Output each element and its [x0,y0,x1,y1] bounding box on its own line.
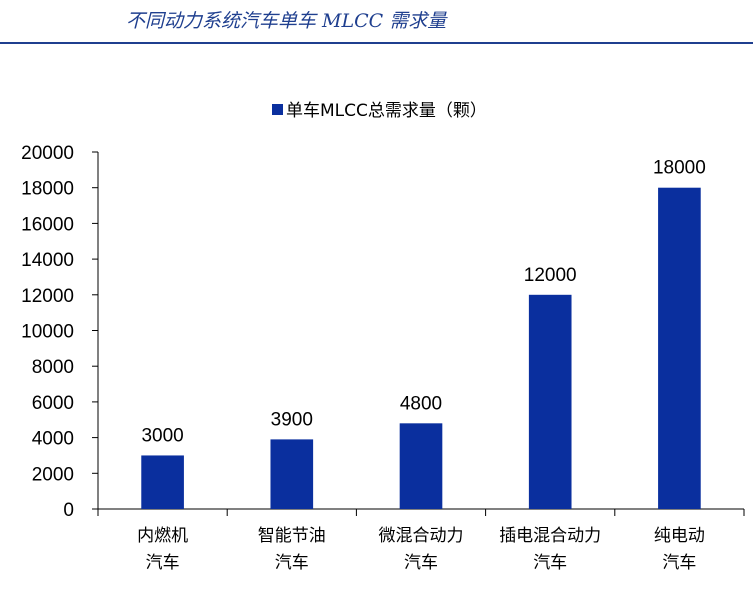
y-tick-label: 8000 [32,357,74,378]
bar [399,423,443,509]
page-title: 不同动力系统汽车单车 MLCC 需求量 [126,10,447,32]
data-label: 18000 [653,158,706,179]
x-tick-label: 微混合动力 [379,526,464,546]
data-label: 3900 [271,409,313,430]
y-tick-label: 14000 [21,250,74,271]
y-tick-label: 12000 [21,286,74,307]
y-tick-label: 2000 [32,464,74,485]
bar [528,294,572,509]
data-label: 3000 [141,425,183,446]
y-tick-label: 18000 [21,179,74,200]
y-axis: 0 2000 4000 6000 8000 10000 12000 14000 16000 180… [21,143,99,521]
y-tick-label: 16000 [21,214,74,235]
x-axis [97,508,745,516]
y-tick-label: 20000 [21,143,74,164]
x-tick-label: 汽车 [146,553,180,573]
bar [270,439,314,509]
x-tick-label: 汽车 [404,553,438,573]
y-tick-label: 6000 [32,393,74,414]
x-tick-label: 汽车 [533,553,567,573]
legend-label: 单车MLCC总需求量（颗） [286,101,487,121]
data-label: 4800 [400,393,442,414]
x-tick-label: 插电混合动力 [499,526,601,546]
y-tick-label: 0 [63,500,74,521]
x-tick-label: 汽车 [662,553,696,573]
y-tick-label: 4000 [32,429,74,450]
x-tick-label: 智能节油 [258,526,326,546]
bars [141,187,701,509]
y-tick-label: 10000 [21,322,74,343]
bar [141,455,184,509]
data-label: 12000 [524,265,577,286]
x-tick-label: 纯电动 [654,526,705,546]
header-divider [0,42,753,44]
bar [658,187,701,509]
x-tick-label: 汽车 [275,553,309,573]
legend-swatch [272,104,283,115]
x-tick-label: 内燃机 [137,526,188,546]
legend: 单车MLCC总需求量（颗） [272,101,487,121]
value-labels: 3000 3900 4800 12000 18000 [141,158,705,447]
